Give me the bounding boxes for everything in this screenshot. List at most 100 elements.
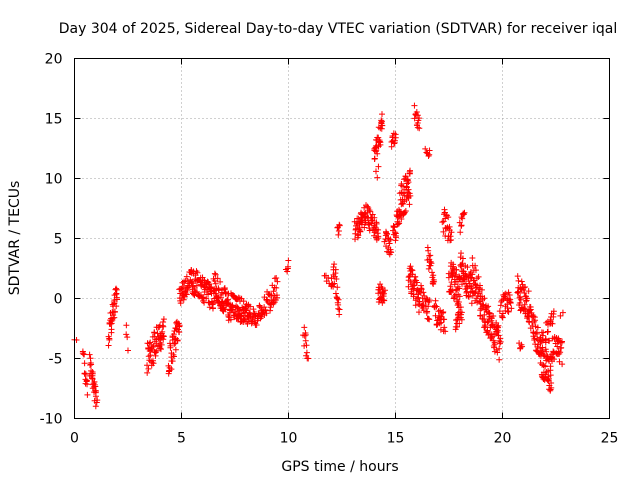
data-point [369, 211, 376, 218]
data-point [426, 297, 433, 304]
data-point [520, 284, 527, 291]
data-point [550, 348, 557, 355]
plot-frame [74, 58, 610, 419]
data-point [88, 361, 95, 368]
data-point [147, 352, 154, 359]
data-point [110, 315, 117, 322]
data-point [371, 155, 378, 162]
data-point [390, 222, 397, 229]
data-point [425, 315, 432, 322]
data-point [432, 297, 439, 304]
data-point [472, 262, 479, 269]
data-point [453, 266, 460, 273]
data-point [405, 283, 412, 290]
data-point [409, 286, 416, 293]
data-point [442, 215, 449, 222]
data-point [284, 268, 291, 275]
data-point [481, 311, 488, 318]
data-point [367, 208, 374, 215]
data-point [461, 276, 468, 283]
data-point [547, 387, 554, 394]
data-point [365, 221, 372, 228]
data-point [366, 227, 373, 234]
data-point [147, 347, 154, 354]
data-point [458, 250, 465, 257]
data-point [436, 312, 443, 319]
data-point [124, 334, 131, 341]
data-point [84, 381, 91, 388]
data-point [401, 209, 408, 216]
x-tick-label: 5 [177, 431, 186, 447]
data-point [440, 316, 447, 323]
data-point [548, 384, 555, 391]
data-point [176, 329, 183, 336]
data-point [440, 309, 447, 316]
data-point [379, 111, 386, 118]
data-point [396, 220, 403, 227]
data-point [160, 333, 167, 340]
data-point [82, 371, 89, 378]
x-tick-label: 15 [387, 431, 405, 447]
data-point [268, 292, 275, 299]
data-point [551, 356, 558, 363]
data-point [93, 399, 100, 406]
data-point [274, 294, 281, 301]
data-point [370, 224, 377, 231]
data-point [549, 320, 556, 327]
data-point [335, 305, 342, 312]
data-point [374, 174, 381, 181]
data-point [514, 289, 521, 296]
y-tick-label: -10 [40, 412, 63, 428]
data-point [416, 298, 423, 305]
data-point [381, 290, 388, 297]
data-point [427, 252, 434, 259]
data-point [179, 283, 186, 290]
data-point [336, 222, 343, 229]
data-point [169, 358, 176, 365]
data-point [428, 260, 435, 267]
data-point [525, 288, 532, 295]
data-point [558, 344, 565, 351]
data-point [330, 283, 337, 290]
data-point [517, 296, 524, 303]
data-point [81, 360, 88, 367]
data-point [325, 274, 332, 281]
data-point [545, 328, 552, 335]
data-point [438, 319, 445, 326]
data-point [515, 290, 522, 297]
data-point [264, 298, 271, 305]
data-point [527, 307, 534, 314]
data-point [392, 134, 399, 141]
data-point [273, 274, 280, 281]
data-point [445, 214, 452, 221]
data-point [485, 303, 492, 310]
data-point [460, 211, 467, 218]
data-point [246, 309, 253, 316]
data-point [424, 244, 431, 251]
data-point [332, 290, 339, 297]
data-point [373, 220, 380, 227]
data-point [170, 331, 177, 338]
data-point [177, 300, 184, 307]
data-point [481, 295, 488, 302]
data-point [388, 249, 395, 256]
data-point [488, 317, 495, 324]
x-axis-label: GPS time / hours [281, 459, 398, 475]
x-tick-label: 20 [494, 431, 512, 447]
data-point [538, 338, 545, 345]
data-point [157, 345, 164, 352]
data-point [372, 168, 379, 175]
data-point [206, 281, 213, 288]
y-axis-label: SDTVAR / TECUs [7, 181, 23, 296]
data-point [145, 365, 152, 372]
data-point [430, 272, 437, 279]
data-point [446, 223, 453, 230]
data-point [520, 305, 527, 312]
y-tick-label: -5 [49, 352, 63, 368]
tick-layer: 0 5 10 15 20 25 -10 -5 0 5 10 15 20 [40, 52, 619, 447]
data-point [198, 282, 205, 289]
data-point [410, 285, 417, 292]
data-point [183, 291, 190, 298]
data-point [457, 229, 464, 236]
data-point [459, 215, 466, 222]
